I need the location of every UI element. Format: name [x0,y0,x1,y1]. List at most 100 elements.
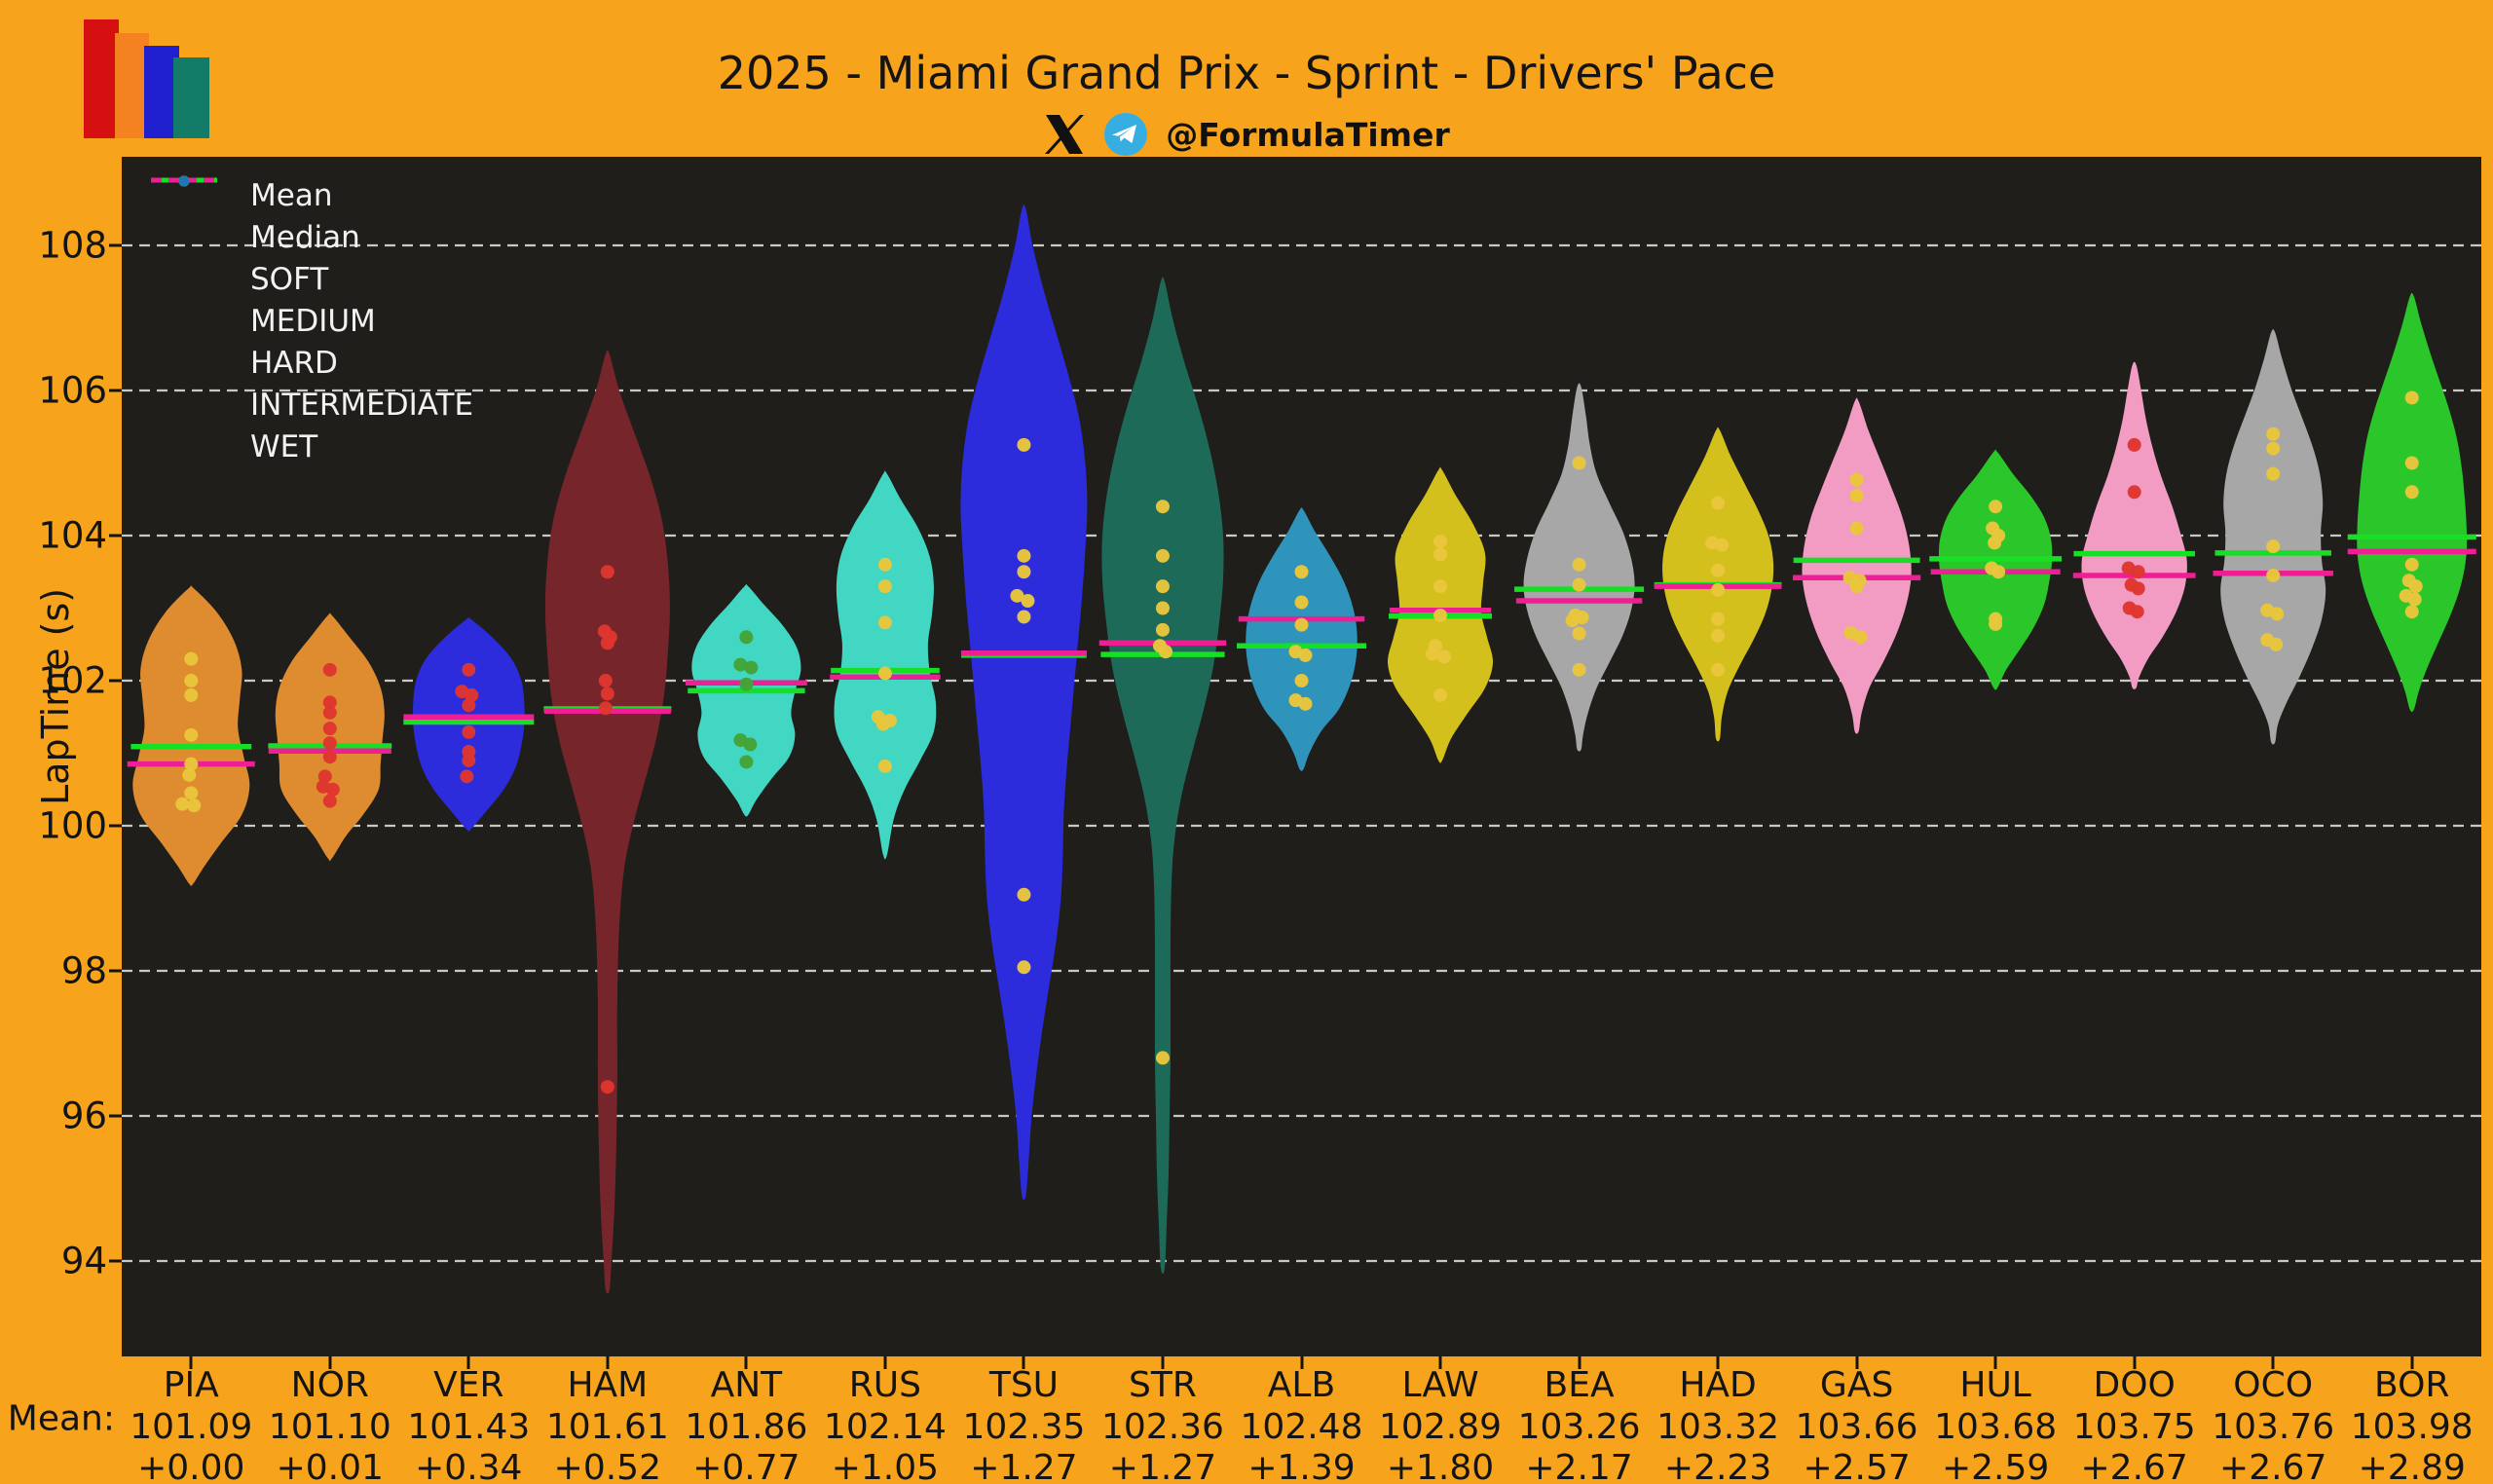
legend-item-hard: HARD [149,175,473,384]
driver-delta: +2.23 [1663,1448,1772,1484]
driver-code: STR [1129,1365,1197,1405]
x-tick-mark [328,1356,332,1369]
lap-dot-NOR [322,794,337,808]
teal-bar [173,57,209,138]
lap-dot-STR [1155,548,1170,563]
driver-code: OCO [2233,1365,2314,1405]
driver-mean: 102.35 [962,1407,1086,1447]
page-title: 2025 - Miami Grand Prix - Sprint - Drive… [717,47,1776,99]
lap-dot-HAM [598,701,613,716]
driver-mean: 101.61 [545,1407,669,1447]
y-tick-label-96: 96 [60,1094,107,1137]
driver-code: NOR [290,1365,369,1405]
legend-label: WET [250,428,318,464]
y-tick-label-108: 108 [38,224,107,267]
driver-column-OCO: OCO 103.76 +2.67 [2195,1365,2351,1484]
driver-code: VER [433,1365,504,1405]
lap-dot-HAD [1711,628,1726,643]
lap-dot-HAM [600,1080,614,1094]
lap-dot-RUS [877,666,892,681]
lap-dot-BEA [1565,613,1580,628]
lap-dot-PIA [175,797,190,811]
lap-dot-RUS [877,579,892,594]
x-tick-mark [2410,1356,2414,1369]
lap-dot-PIA [184,786,199,800]
bar-chart-logo [84,18,210,138]
driver-column-NOR: NOR 101.10 +0.01 [252,1365,408,1484]
driver-mean: 102.89 [1379,1407,1502,1447]
driver-column-ALB: ALB 102.48 +1.39 [1224,1365,1380,1484]
driver-column-PIA: PIA 101.09 +0.00 [113,1365,269,1484]
driver-delta: +2.67 [2219,1448,2327,1484]
driver-code: ANT [710,1365,783,1405]
x-tick-mark [1716,1356,1720,1369]
violin-TSU [960,204,1088,1201]
lap-dot-OCO [2269,637,2284,651]
driver-delta: +2.59 [1941,1448,2050,1484]
legend-label: Mean [250,177,333,213]
lap-dot-HUL [1989,500,2003,514]
lap-dot-HAM [600,565,614,579]
driver-delta: +2.67 [2080,1448,2188,1484]
x-tick-mark [1438,1356,1442,1369]
driver-mean: 102.36 [1100,1407,1224,1447]
social-handle: @FormulaTimer [1166,115,1450,154]
y-tick-mark [109,969,122,973]
x-tick-mark [1578,1356,1581,1369]
driver-code: ALB [1267,1365,1336,1405]
lap-dot-STR [1155,601,1170,615]
driver-mean: 101.86 [685,1407,808,1447]
legend-item-wet: WET [149,175,473,467]
legend: Mean Median SOFT MEDIUM HARD INTERMEDIATE WET [149,174,473,467]
lap-dot-PIA [184,687,199,702]
lap-dot-ANT [744,660,759,675]
legend-item-intermediate: INTERMEDIATE [149,175,473,426]
lap-dot-HAD [1711,563,1726,577]
lap-dot-OCO [2270,607,2285,621]
lap-dot-DOO [2127,485,2141,500]
driver-delta: +0.52 [553,1448,661,1484]
driver-delta: +1.05 [831,1448,940,1484]
x-tick-mark [1022,1356,1025,1369]
x-tick-mark [2271,1356,2275,1369]
driver-mean: 103.26 [1517,1407,1641,1447]
legend-item-median: Median [149,177,473,258]
driver-delta: +1.80 [1386,1448,1495,1484]
lap-dot-LAW [1437,649,1452,664]
x-tick-mark [1855,1356,1859,1369]
mean-row-label: Mean: [7,1398,115,1439]
x-tick-mark [2133,1356,2137,1369]
driver-code: TSU [988,1365,1060,1405]
lap-dot-STR [1155,1051,1170,1065]
telegram-icon [1103,112,1148,157]
lap-dot-NOR [317,769,332,784]
violin-RUS [834,470,937,860]
driver-code: HAD [1679,1365,1757,1405]
driver-delta: +1.27 [1108,1448,1217,1484]
lap-dot-TSU [1017,960,1031,975]
driver-mean: 101.43 [407,1407,531,1447]
x-tick-mark [1300,1356,1303,1369]
driver-column-DOO: DOO 103.75 +2.67 [2057,1365,2213,1484]
lap-dot-RUS [877,615,892,630]
y-axis-label: LapTime (s) [34,587,77,805]
y-tick-label-98: 98 [60,949,107,992]
violin-OCO [2220,329,2326,745]
lap-dot-TSU [1017,437,1031,452]
legend-item-soft: SOFT [149,175,473,300]
lap-dot-HAD [1711,582,1726,597]
driver-code: BEA [1544,1365,1615,1405]
orange-bar [115,33,149,138]
driver-code: PIA [163,1365,219,1405]
driver-delta: +2.57 [1803,1448,1911,1484]
driver-column-ANT: ANT 101.86 +0.77 [668,1365,824,1484]
lap-dot-NOR [325,782,340,797]
driver-delta: +0.34 [415,1448,523,1484]
violin-DOO [2081,361,2187,689]
lap-dot-LAW [1433,608,1448,622]
lap-dot-ANT [739,677,754,691]
lap-dot-HAM [600,636,614,650]
lap-dot-STR [1155,622,1170,637]
lap-dot-LAW [1433,547,1448,562]
lap-dot-GAS [1849,472,1864,487]
